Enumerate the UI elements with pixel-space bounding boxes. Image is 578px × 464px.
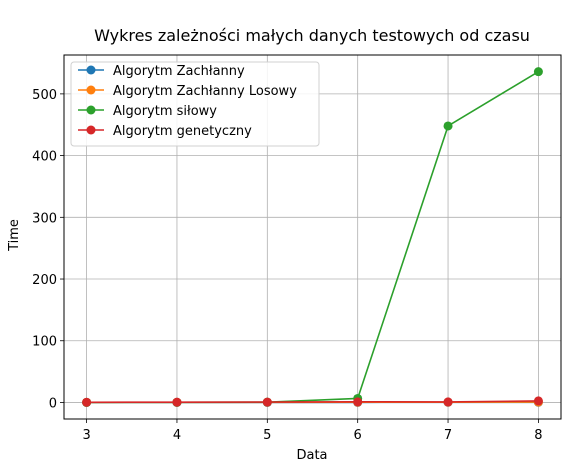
legend-label: Algorytm Zachłanny Losowy bbox=[113, 84, 297, 99]
x-tick-label: 8 bbox=[534, 428, 542, 443]
y-tick-label: 100 bbox=[32, 335, 57, 350]
data-point bbox=[533, 67, 543, 77]
data-point bbox=[82, 397, 92, 407]
legend-box bbox=[70, 61, 320, 147]
legend-label: Algorytm Zachłanny bbox=[113, 64, 245, 79]
legend-marker bbox=[86, 85, 96, 95]
y-tick-label: 400 bbox=[32, 150, 57, 165]
data-point bbox=[172, 397, 182, 407]
y-tick-label: 200 bbox=[32, 273, 57, 288]
legend-marker bbox=[86, 105, 96, 115]
data-point bbox=[443, 397, 453, 407]
tick-layer: 3 4 5 6 7 8 0 100 200 300 400 500 bbox=[32, 88, 542, 443]
x-tick-label: 6 bbox=[354, 428, 362, 443]
series-4 bbox=[82, 396, 543, 407]
legend-marker bbox=[86, 125, 96, 135]
plot-frame bbox=[63, 54, 562, 420]
legend-item: Algorytm siłowy bbox=[78, 104, 217, 119]
legend-item: Algorytm genetyczny bbox=[78, 124, 252, 139]
data-point bbox=[533, 396, 543, 406]
x-tick-label: 3 bbox=[82, 428, 90, 443]
legend-marker bbox=[86, 65, 96, 75]
legend: Algorytm Zachłanny Algorytm Zachłanny Los… bbox=[70, 61, 320, 147]
x-tick-label: 5 bbox=[263, 428, 271, 443]
legend-label: Algorytm siłowy bbox=[113, 104, 217, 119]
y-tick-label: 300 bbox=[32, 211, 57, 226]
x-tick-label: 4 bbox=[173, 428, 181, 443]
series-layer bbox=[82, 67, 543, 407]
legend-item: Algorytm Zachłanny bbox=[78, 64, 245, 79]
x-tick-label: 7 bbox=[444, 428, 452, 443]
y-tick-label: 0 bbox=[49, 396, 57, 411]
legend-item: Algorytm Zachłanny Losowy bbox=[78, 84, 297, 99]
y-axis-label: Time bbox=[7, 219, 22, 252]
data-point bbox=[353, 397, 363, 407]
data-point bbox=[443, 121, 453, 131]
y-tick-label: 500 bbox=[32, 88, 57, 103]
x-axis-label: Data bbox=[296, 448, 327, 463]
data-point bbox=[262, 397, 272, 407]
series-line bbox=[86, 400, 539, 404]
chart-title: Wykres zależności małych danych testowyc… bbox=[94, 26, 530, 45]
legend-label: Algorytm genetyczny bbox=[113, 124, 252, 139]
